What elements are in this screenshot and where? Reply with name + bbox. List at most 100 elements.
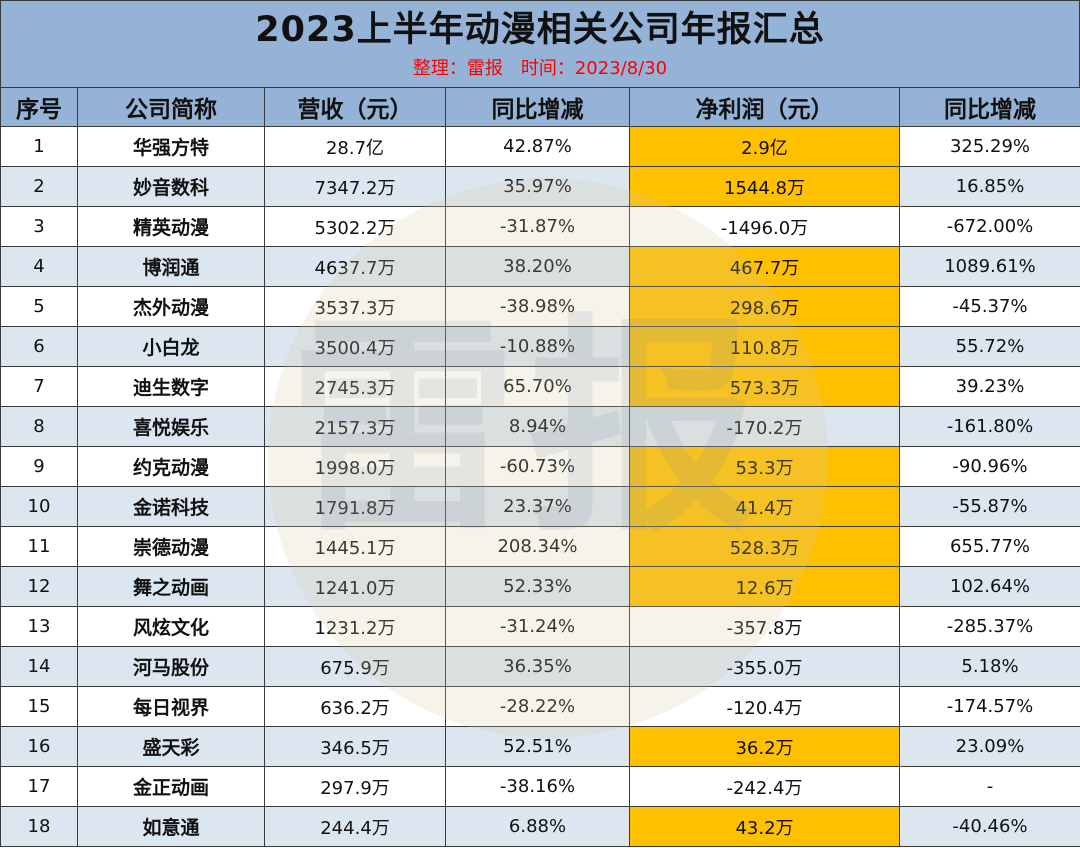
- cell-company-name: 喜悦娱乐: [77, 406, 265, 447]
- cell-index: 11: [0, 526, 78, 567]
- cell-net-profit: -120.4万: [629, 686, 900, 727]
- cell-revenue-yoy: -38.16%: [445, 766, 630, 807]
- table-row: 8 喜悦娱乐 2157.3万 8.94% -170.2万 -161.80%: [0, 406, 1080, 447]
- cell-revenue: 1241.0万: [264, 566, 446, 607]
- page-title: 2023上半年动漫相关公司年报汇总: [255, 10, 825, 50]
- table-row: 6 小白龙 3500.4万 -10.88% 110.8万 55.72%: [0, 326, 1080, 367]
- cell-company-name: 河马股份: [77, 646, 265, 687]
- table-row: 9 约克动漫 1998.0万 -60.73% 53.3万 -90.96%: [0, 446, 1080, 487]
- cell-profit-yoy: 325.29%: [899, 126, 1080, 167]
- cell-net-profit: 528.3万: [629, 526, 900, 567]
- cell-company-name: 迪生数字: [77, 366, 265, 407]
- cell-net-profit: 41.4万: [629, 486, 900, 527]
- table-row: 16 盛天彩 346.5万 52.51% 36.2万 23.09%: [0, 726, 1080, 767]
- report-date: 时间：2023/8/30: [520, 58, 668, 79]
- cell-revenue-yoy: 36.35%: [445, 646, 630, 687]
- cell-revenue: 2745.3万: [264, 366, 446, 407]
- cell-company-name: 精英动漫: [77, 206, 265, 247]
- cell-revenue: 1791.8万: [264, 486, 446, 527]
- cell-net-profit: 110.8万: [629, 326, 900, 367]
- cell-profit-yoy: -90.96%: [899, 446, 1080, 487]
- cell-profit-yoy: -672.00%: [899, 206, 1080, 247]
- cell-profit-yoy: -55.87%: [899, 486, 1080, 527]
- editor-credit: 整理：雷报: [412, 58, 503, 79]
- cell-net-profit: 43.2万: [629, 806, 900, 847]
- table-row: 13 风炫文化 1231.2万 -31.24% -357.8万 -285.37%: [0, 606, 1080, 647]
- col-header-company: 公司简称: [77, 87, 265, 127]
- cell-revenue-yoy: -31.87%: [445, 206, 630, 247]
- cell-revenue-yoy: 35.97%: [445, 166, 630, 207]
- cell-profit-yoy: 23.09%: [899, 726, 1080, 767]
- table-row: 12 舞之动画 1241.0万 52.33% 12.6万 102.64%: [0, 566, 1080, 607]
- cell-net-profit: -1496.0万: [629, 206, 900, 247]
- table-row: 15 每日视界 636.2万 -28.22% -120.4万 -174.57%: [0, 686, 1080, 727]
- cell-company-name: 如意通: [77, 806, 265, 847]
- cell-net-profit: -242.4万: [629, 766, 900, 807]
- cell-profit-yoy: 55.72%: [899, 326, 1080, 367]
- table-header-row: 序号 公司简称 营收（元） 同比增减 净利润（元） 同比增减: [0, 87, 1080, 127]
- cell-company-name: 约克动漫: [77, 446, 265, 487]
- cell-revenue-yoy: 6.88%: [445, 806, 630, 847]
- cell-revenue-yoy: -38.98%: [445, 286, 630, 327]
- cell-revenue: 675.9万: [264, 646, 446, 687]
- table-row: 3 精英动漫 5302.2万 -31.87% -1496.0万 -672.00%: [0, 206, 1080, 247]
- cell-index: 8: [0, 406, 78, 447]
- table-row: 7 迪生数字 2745.3万 65.70% 573.3万 39.23%: [0, 366, 1080, 407]
- table-row: 1 华强方特 28.7亿 42.87% 2.9亿 325.29%: [0, 126, 1080, 167]
- title-block: 2023上半年动漫相关公司年报汇总 整理：雷报 时间：2023/8/30: [0, 0, 1080, 88]
- cell-revenue-yoy: -10.88%: [445, 326, 630, 367]
- cell-revenue: 3537.3万: [264, 286, 446, 327]
- cell-index: 2: [0, 166, 78, 207]
- cell-net-profit: -357.8万: [629, 606, 900, 647]
- cell-index: 16: [0, 726, 78, 767]
- cell-profit-yoy: -40.46%: [899, 806, 1080, 847]
- cell-index: 13: [0, 606, 78, 647]
- table-body: 1 华强方特 28.7亿 42.87% 2.9亿 325.29% 2 妙音数科 7347.2万 3…: [0, 126, 1080, 847]
- cell-profit-yoy: 39.23%: [899, 366, 1080, 407]
- cell-net-profit: 1544.8万: [629, 166, 900, 207]
- cell-profit-yoy: 655.77%: [899, 526, 1080, 567]
- company-report-table: 序号 公司简称 营收（元） 同比增减 净利润（元） 同比增减 1 华强方特 28.7…: [0, 87, 1080, 847]
- cell-index: 3: [0, 206, 78, 247]
- cell-index: 15: [0, 686, 78, 727]
- cell-profit-yoy: -285.37%: [899, 606, 1080, 647]
- cell-index: 14: [0, 646, 78, 687]
- cell-revenue-yoy: 52.51%: [445, 726, 630, 767]
- cell-revenue-yoy: -28.22%: [445, 686, 630, 727]
- table-row: 18 如意通 244.4万 6.88% 43.2万 -40.46%: [0, 806, 1080, 847]
- cell-company-name: 舞之动画: [77, 566, 265, 607]
- cell-net-profit: -170.2万: [629, 406, 900, 447]
- cell-index: 7: [0, 366, 78, 407]
- cell-index: 17: [0, 766, 78, 807]
- subtitle: 整理：雷报 时间：2023/8/30: [1, 57, 1079, 81]
- cell-index: 12: [0, 566, 78, 607]
- cell-net-profit: -355.0万: [629, 646, 900, 687]
- cell-profit-yoy: -161.80%: [899, 406, 1080, 447]
- cell-company-name: 盛天彩: [77, 726, 265, 767]
- cell-company-name: 金诺科技: [77, 486, 265, 527]
- cell-revenue: 1445.1万: [264, 526, 446, 567]
- cell-revenue: 4637.7万: [264, 246, 446, 287]
- cell-profit-yoy: 5.18%: [899, 646, 1080, 687]
- cell-revenue-yoy: 23.37%: [445, 486, 630, 527]
- cell-net-profit: 573.3万: [629, 366, 900, 407]
- cell-index: 6: [0, 326, 78, 367]
- table-row: 5 杰外动漫 3537.3万 -38.98% 298.6万 -45.37%: [0, 286, 1080, 327]
- cell-index: 10: [0, 486, 78, 527]
- cell-revenue: 3500.4万: [264, 326, 446, 367]
- col-header-index: 序号: [0, 87, 78, 127]
- cell-revenue: 346.5万: [264, 726, 446, 767]
- cell-index: 9: [0, 446, 78, 487]
- cell-revenue: 1231.2万: [264, 606, 446, 647]
- col-header-profit-yoy: 同比增减: [899, 87, 1080, 127]
- table-row: 14 河马股份 675.9万 36.35% -355.0万 5.18%: [0, 646, 1080, 687]
- cell-index: 18: [0, 806, 78, 847]
- col-header-revenue-yoy: 同比增减: [445, 87, 630, 127]
- cell-revenue-yoy: -31.24%: [445, 606, 630, 647]
- cell-revenue: 244.4万: [264, 806, 446, 847]
- cell-company-name: 每日视界: [77, 686, 265, 727]
- cell-net-profit: 12.6万: [629, 566, 900, 607]
- cell-net-profit: 467.7万: [629, 246, 900, 287]
- cell-profit-yoy: 16.85%: [899, 166, 1080, 207]
